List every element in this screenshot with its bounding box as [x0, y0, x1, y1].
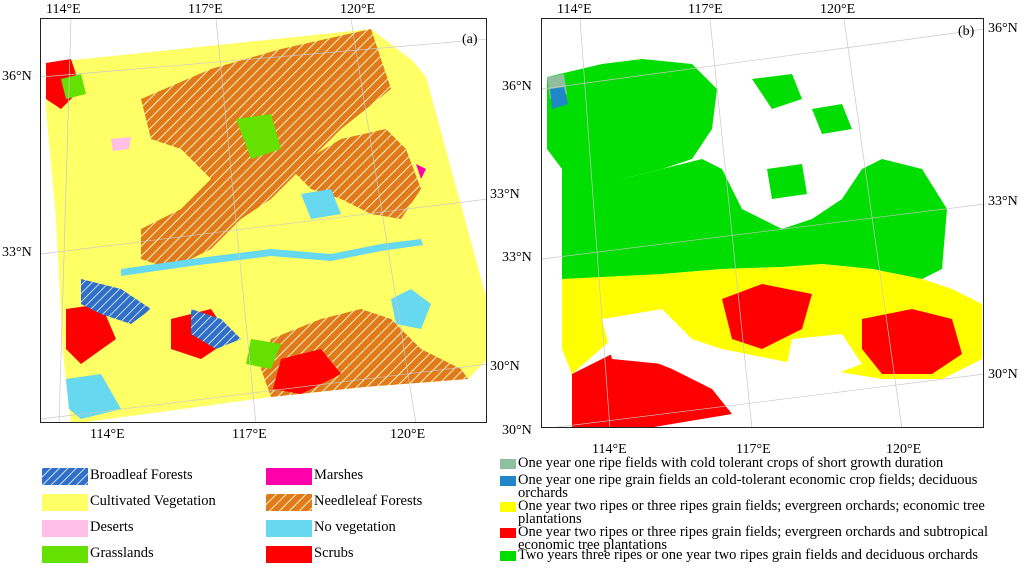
no-vegetation-river: [121, 239, 423, 276]
marsh-1: [416, 164, 426, 179]
legend-a-label-broadleaf: Broadleaf Forests: [90, 467, 193, 483]
needleleaf-east: [291, 129, 421, 219]
broadleaf-swatch-icon: [42, 468, 88, 485]
broadleaf-west: [81, 279, 151, 324]
grassland-3: [61, 74, 86, 99]
legend-a-label-marshes: Marshes: [314, 467, 364, 483]
b-bottom-lon-3: 120°E: [886, 442, 922, 457]
b-right-lat-2: 33°N: [988, 194, 1018, 209]
red-zone-central: [722, 284, 812, 349]
grasslands-swatch-icon: [42, 546, 88, 563]
scrubs-south: [273, 349, 341, 394]
desert-1: [111, 137, 131, 151]
needleleaf-swatch-icon: [266, 494, 312, 511]
b-right-lat-1: 36°N: [988, 21, 1018, 36]
green-patch-3: [767, 164, 807, 199]
green-zone-central: [562, 159, 947, 279]
legend-a-label-grasslands: Grasslands: [90, 545, 154, 561]
no-vegetation-swatch-icon: [266, 520, 312, 537]
a-left-lat-2: 33°N: [2, 245, 32, 260]
green-patch-1: [752, 74, 802, 109]
legend-a-label-needleleaf: Needleleaf Forests: [314, 493, 423, 509]
map-panel-b: [541, 18, 984, 428]
a-top-lon-2: 117°E: [188, 2, 223, 17]
a-left-lat-1: 36°N: [2, 69, 32, 84]
no-vegetation-north: [301, 189, 341, 219]
legend-a-label-no-vegetation: No vegetation: [314, 519, 396, 535]
legend-a-label-deserts: Deserts: [90, 519, 134, 535]
b-left-lat-3: 30°N: [502, 423, 532, 438]
b-left-lat-2: 33°N: [502, 250, 532, 265]
grassland-2: [246, 339, 281, 369]
no-vegetation-lake: [391, 289, 431, 329]
legend-b-label-2: One year one ripe grain fields an cold-t…: [518, 472, 978, 501]
panel-a-label: (a): [462, 32, 478, 47]
panel-b-label: (b): [958, 24, 975, 39]
white-gap-1: [602, 309, 692, 364]
green-zone-north: [547, 59, 717, 194]
legend-b-label-3: One year two ripes or three ripes grain …: [518, 498, 985, 527]
green-patch-2: [812, 104, 852, 134]
scrubs-swatch-icon: [266, 546, 312, 563]
legend-b-label-5: Two years three ripes or one year two ri…: [518, 547, 979, 563]
grassland-1: [236, 114, 281, 159]
cold-crop-swatch-icon: [500, 459, 516, 469]
map-panel-a: [40, 18, 487, 423]
grain-field-swatch-icon: [500, 476, 516, 486]
red-zone-swatch-icon: [500, 528, 516, 538]
white-gap-2: [787, 334, 862, 379]
marshes-swatch-icon: [266, 468, 312, 485]
b-bottom-lon-1: 114°E: [592, 442, 627, 457]
a-bottom-lon-2: 117°E: [232, 427, 267, 442]
land-cover-map-a: [41, 19, 486, 422]
green-zone-swatch-icon: [500, 551, 516, 561]
legend-a-label-cultivated: Cultivated Vegetation: [90, 493, 216, 509]
scrubs-west: [66, 304, 116, 364]
a-bottom-lon-1: 114°E: [90, 427, 125, 442]
red-zone-west: [572, 349, 732, 427]
b-top-lon-3: 120°E: [820, 2, 856, 17]
yellow-zone-swatch-icon: [500, 502, 516, 512]
legend-a-label-scrubs: Scrubs: [314, 545, 354, 561]
graticule-b: [542, 19, 983, 427]
legend-b-label-4: One year two ripes or three ripes grain …: [518, 524, 988, 553]
graticule-a: [41, 19, 486, 422]
a-top-lon-1: 114°E: [46, 2, 81, 17]
grain-field-patch: [550, 87, 568, 109]
deserts-swatch-icon: [42, 520, 88, 537]
b-top-lon-1: 114°E: [557, 2, 592, 17]
a-top-lon-3: 120°E: [340, 2, 376, 17]
b-left-lat-1: 36°N: [502, 79, 532, 94]
b-right-lat-3: 30°N: [988, 367, 1018, 382]
cropping-zone-map-b: [542, 19, 983, 427]
no-vegetation-sw: [66, 374, 121, 419]
a-bottom-lon-3: 120°E: [390, 427, 426, 442]
b-bottom-lon-2: 117°E: [736, 442, 771, 457]
legend-b-label-1: One year one ripe fields with cold toler…: [518, 455, 944, 471]
a-right-lat-1: 33°N: [490, 187, 520, 202]
a-right-lat-2: 30°N: [490, 359, 520, 374]
cultivated-swatch-icon: [42, 494, 88, 511]
b-top-lon-2: 117°E: [688, 2, 723, 17]
broadleaf-south: [191, 309, 241, 349]
